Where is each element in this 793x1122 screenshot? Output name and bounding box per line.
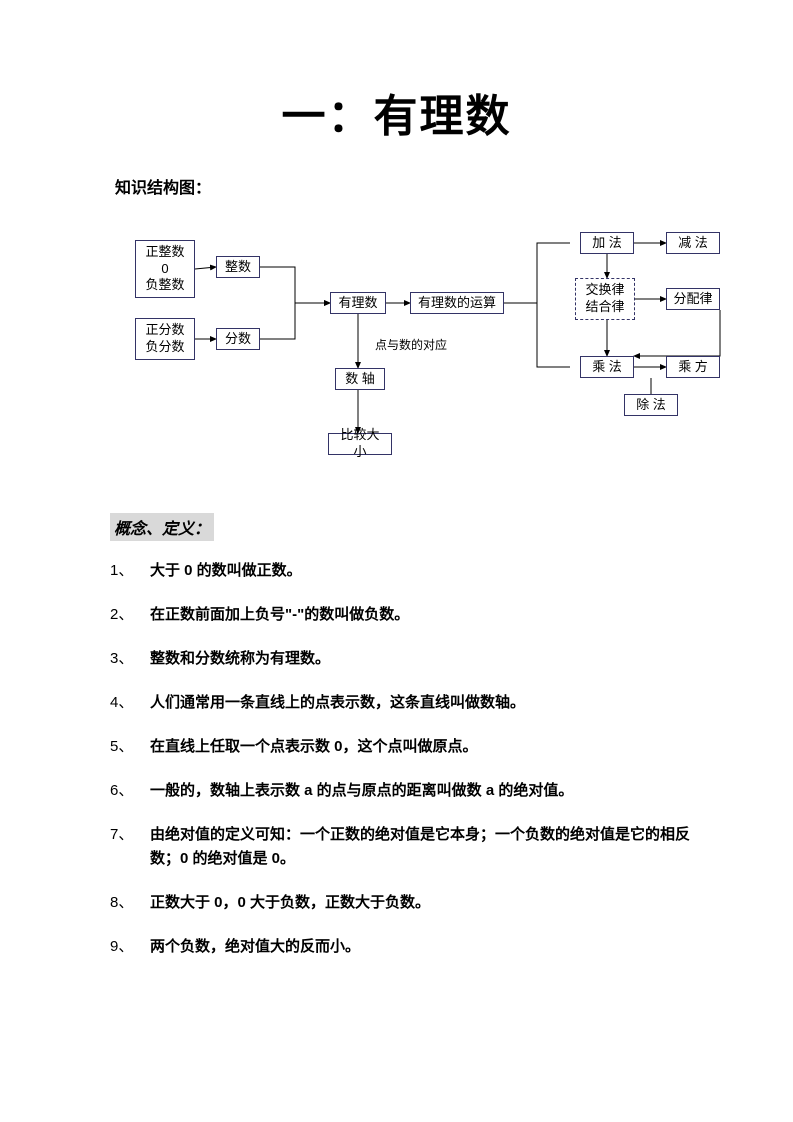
diagram-node-n_frac: 分数 — [216, 328, 260, 350]
definition-number: 2、 — [110, 603, 150, 627]
diagram-node-n_div: 除 法 — [624, 394, 678, 416]
definition-item: 6、一般的，数轴上表示数 a 的点与原点的距离叫做数 a 的绝对值。 — [110, 779, 693, 803]
definition-item: 7、由绝对值的定义可知：一个正数的绝对值是它本身；一个负数的绝对值是它的相反数；… — [110, 823, 693, 871]
definition-text: 在直线上任取一个点表示数 0，这个点叫做原点。 — [150, 735, 693, 759]
definition-number: 3、 — [110, 647, 150, 671]
diagram-node-n_rat: 有理数 — [330, 292, 386, 314]
definition-text: 在正数前面加上负号"-"的数叫做负数。 — [150, 603, 693, 627]
knowledge-structure-diagram: 正整数 0 负整数整数正分数 负分数分数 有理数 有理数的运算数 轴比较大小 加 法 减… — [70, 208, 740, 503]
definition-item: 9、两个负数，绝对值大的反而小。 — [110, 935, 693, 959]
definition-item: 8、正数大于 0，0 大于负数，正数大于负数。 — [110, 891, 693, 915]
diagram-node-n_sub: 减 法 — [666, 232, 720, 254]
diagram-node-n_dist: 分配律 — [666, 288, 720, 310]
page-title: 一：有理数 — [60, 80, 733, 144]
section-header-definitions: 概念、定义： — [110, 513, 214, 541]
definition-number: 9、 — [110, 935, 150, 959]
definition-text: 正数大于 0，0 大于负数，正数大于负数。 — [150, 891, 693, 915]
definition-list: 1、大于 0 的数叫做正数。2、在正数前面加上负号"-"的数叫做负数。3、整数和… — [110, 559, 693, 959]
definition-text: 整数和分数统称为有理数。 — [150, 647, 693, 671]
definition-item: 5、在直线上任取一个点表示数 0，这个点叫做原点。 — [110, 735, 693, 759]
diagram-node-n_ratop: 有理数的运算 — [410, 292, 504, 314]
diagram-node-n_mul: 乘 法 — [580, 356, 634, 378]
diagram-node-n_axis: 数 轴 — [335, 368, 385, 390]
definition-number: 1、 — [110, 559, 150, 583]
definition-number: 5、 — [110, 735, 150, 759]
diagram-node-n_posfrac: 正分数 负分数 — [135, 318, 195, 360]
definition-item: 1、大于 0 的数叫做正数。 — [110, 559, 693, 583]
definition-number: 4、 — [110, 691, 150, 715]
definition-item: 4、人们通常用一条直线上的点表示数，这条直线叫做数轴。 — [110, 691, 693, 715]
diagram-node-n_add: 加 法 — [580, 232, 634, 254]
definition-number: 8、 — [110, 891, 150, 915]
definition-text: 两个负数，绝对值大的反而小。 — [150, 935, 693, 959]
definition-text: 由绝对值的定义可知：一个正数的绝对值是它本身；一个负数的绝对值是它的相反数；0 … — [150, 823, 693, 871]
diagram-label-l_ptod: 点与数的对应 — [375, 336, 447, 353]
diagram-node-n_posint: 正整数 0 负整数 — [135, 240, 195, 298]
definition-item: 2、在正数前面加上负号"-"的数叫做负数。 — [110, 603, 693, 627]
diagram-node-n_pow: 乘 方 — [666, 356, 720, 378]
diagram-node-n_cmp: 比较大小 — [328, 433, 392, 455]
diagram-node-n_laws: 交换律 结合律 — [575, 278, 635, 320]
diagram-subtitle: 知识结构图： — [115, 174, 733, 198]
definition-text: 大于 0 的数叫做正数。 — [150, 559, 693, 583]
definition-text: 一般的，数轴上表示数 a 的点与原点的距离叫做数 a 的绝对值。 — [150, 779, 693, 803]
definition-item: 3、整数和分数统称为有理数。 — [110, 647, 693, 671]
document-page: 一：有理数 知识结构图： 正整数 0 负整数整数正分数 负分数分数 有理数 有理数的… — [0, 0, 793, 1019]
definition-number: 6、 — [110, 779, 150, 803]
definition-text: 人们通常用一条直线上的点表示数，这条直线叫做数轴。 — [150, 691, 693, 715]
definition-number: 7、 — [110, 823, 150, 871]
diagram-node-n_int: 整数 — [216, 256, 260, 278]
